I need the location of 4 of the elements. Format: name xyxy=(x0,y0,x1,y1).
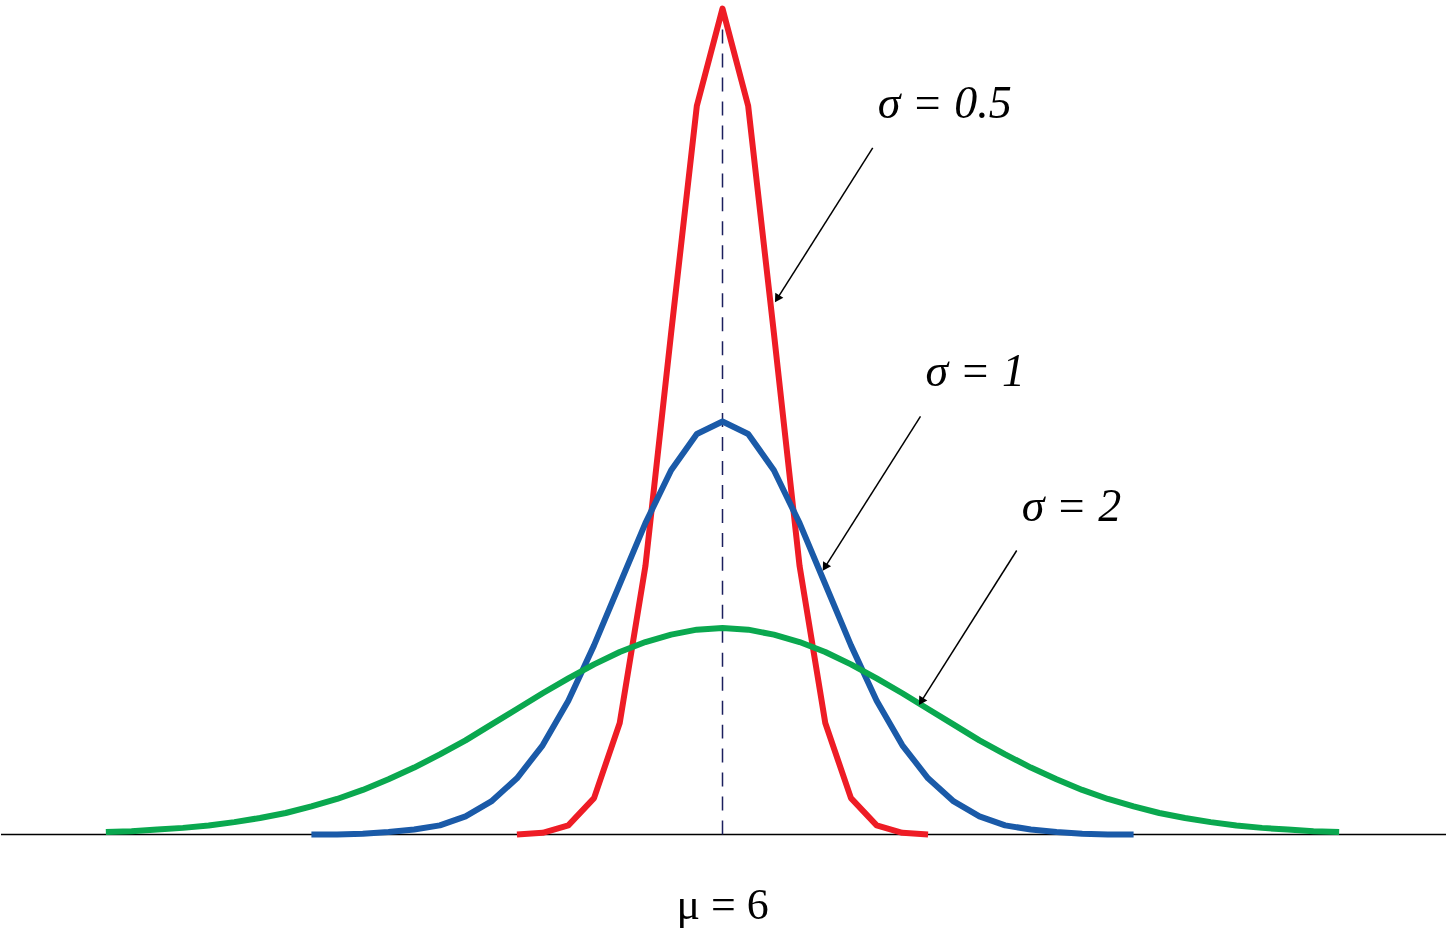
text: σ = 2 xyxy=(1021,479,1122,531)
text: σ = 0.5 xyxy=(877,76,1012,128)
text: μ = 6 xyxy=(676,880,769,930)
text: σ = 1 xyxy=(925,345,1026,397)
